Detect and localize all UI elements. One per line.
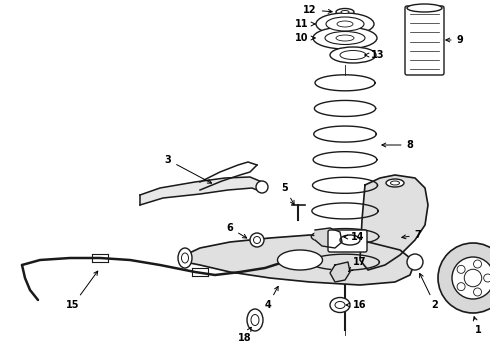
- Ellipse shape: [325, 31, 365, 45]
- Text: 11: 11: [295, 19, 315, 29]
- Circle shape: [250, 233, 264, 247]
- Ellipse shape: [337, 21, 353, 27]
- Ellipse shape: [340, 235, 360, 245]
- Text: 17: 17: [348, 257, 367, 272]
- Circle shape: [484, 274, 490, 282]
- Circle shape: [473, 288, 482, 296]
- Ellipse shape: [247, 309, 263, 331]
- Circle shape: [256, 181, 268, 193]
- Ellipse shape: [326, 17, 364, 31]
- Text: 16: 16: [346, 300, 367, 310]
- Polygon shape: [315, 228, 342, 248]
- Ellipse shape: [340, 50, 366, 59]
- FancyBboxPatch shape: [328, 230, 367, 252]
- Polygon shape: [330, 262, 350, 282]
- Ellipse shape: [251, 315, 259, 325]
- Text: 18: 18: [238, 327, 252, 343]
- Text: 4: 4: [265, 287, 278, 310]
- Ellipse shape: [330, 297, 350, 312]
- Text: 12: 12: [303, 5, 332, 15]
- Text: 8: 8: [382, 140, 414, 150]
- Text: 9: 9: [446, 35, 464, 45]
- Polygon shape: [360, 175, 428, 270]
- Ellipse shape: [336, 35, 354, 41]
- Ellipse shape: [313, 27, 377, 49]
- Circle shape: [464, 269, 482, 287]
- FancyBboxPatch shape: [405, 6, 444, 75]
- Ellipse shape: [178, 248, 192, 268]
- Ellipse shape: [316, 13, 374, 35]
- Text: 5: 5: [282, 183, 294, 204]
- Circle shape: [438, 243, 490, 313]
- Circle shape: [452, 257, 490, 299]
- Text: 15: 15: [66, 271, 98, 310]
- Ellipse shape: [330, 47, 376, 63]
- Circle shape: [473, 260, 482, 268]
- Text: 14: 14: [344, 232, 365, 242]
- Ellipse shape: [407, 4, 442, 12]
- Ellipse shape: [335, 302, 345, 309]
- Text: 13: 13: [365, 50, 385, 60]
- Ellipse shape: [181, 253, 189, 263]
- Ellipse shape: [336, 9, 354, 15]
- Text: 1: 1: [473, 317, 481, 335]
- Text: 3: 3: [165, 155, 212, 183]
- Circle shape: [253, 237, 261, 243]
- Polygon shape: [140, 177, 262, 205]
- Ellipse shape: [277, 250, 322, 270]
- Ellipse shape: [386, 179, 404, 187]
- Circle shape: [407, 254, 423, 270]
- Circle shape: [457, 265, 465, 273]
- Polygon shape: [185, 235, 415, 285]
- Ellipse shape: [391, 181, 399, 185]
- Text: 10: 10: [295, 33, 315, 43]
- Circle shape: [457, 283, 465, 291]
- Ellipse shape: [341, 10, 349, 13]
- Text: 2: 2: [419, 274, 439, 310]
- Text: 6: 6: [227, 223, 246, 238]
- Text: 7: 7: [402, 230, 421, 240]
